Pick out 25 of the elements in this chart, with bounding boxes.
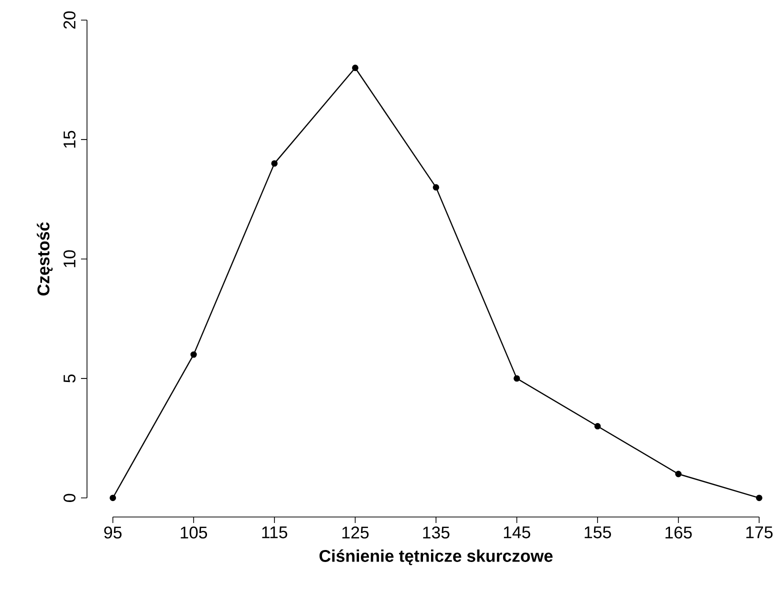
y-tick-label: 20 xyxy=(63,11,76,29)
x-tick-label: 155 xyxy=(584,526,611,538)
point xyxy=(594,423,601,430)
point xyxy=(352,64,358,72)
y-axis-title: Częstość xyxy=(36,222,53,296)
x-tick-label: 135 xyxy=(423,526,450,539)
x-tick-label: 165 xyxy=(666,526,692,539)
point xyxy=(432,184,440,191)
y-tick-label: 5 xyxy=(64,374,76,382)
point xyxy=(675,470,682,478)
point xyxy=(190,351,197,358)
point xyxy=(514,375,520,382)
x-tick-label: 105 xyxy=(180,526,208,539)
x-tick-label: 145 xyxy=(504,526,530,538)
point xyxy=(110,494,116,502)
x-tick-label: 125 xyxy=(342,526,369,539)
x-tick-label: 175 xyxy=(746,526,773,538)
y-tick-label: 15 xyxy=(64,130,76,148)
x-axis-title: Ciśnienie tętnicze skurczowe xyxy=(320,549,553,566)
point xyxy=(271,160,278,167)
x-tick-label: 115 xyxy=(262,526,288,538)
point xyxy=(756,494,762,502)
y-tick-label: 0 xyxy=(63,494,76,502)
x-tick-label: 95 xyxy=(104,526,122,539)
y-tick-label: 10 xyxy=(63,250,76,268)
